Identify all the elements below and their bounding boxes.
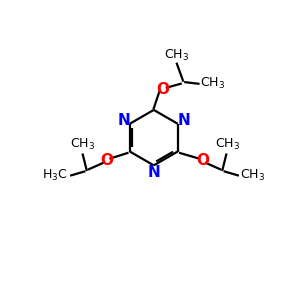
Text: O: O — [100, 153, 113, 168]
Text: O: O — [157, 82, 169, 98]
Text: CH$_3$: CH$_3$ — [215, 137, 240, 152]
Text: H$_3$C: H$_3$C — [41, 168, 67, 183]
Text: CH$_3$: CH$_3$ — [70, 137, 95, 152]
Text: CH$_3$: CH$_3$ — [240, 168, 265, 183]
Text: CH$_3$: CH$_3$ — [200, 76, 226, 91]
Text: N: N — [177, 113, 190, 128]
Text: O: O — [196, 153, 209, 168]
Text: N: N — [117, 113, 130, 128]
Text: N: N — [147, 165, 160, 180]
Text: CH$_3$: CH$_3$ — [164, 48, 189, 63]
